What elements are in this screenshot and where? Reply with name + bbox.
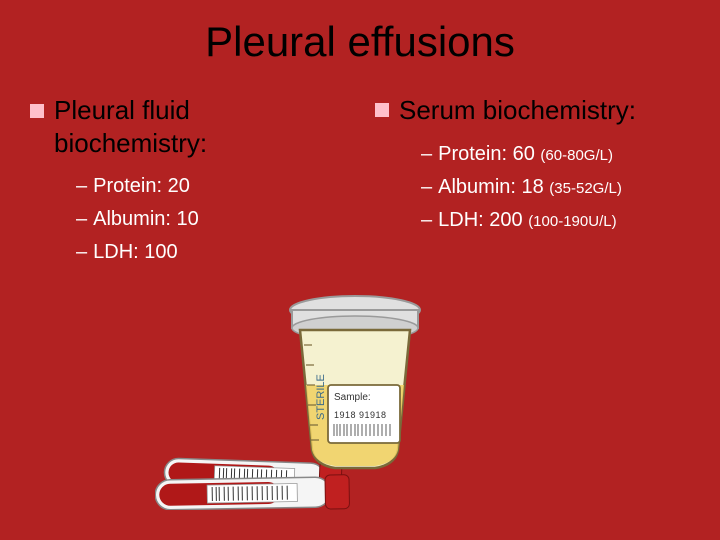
dash-icon: –: [76, 241, 87, 263]
item-reference: (100-190U/L): [528, 213, 616, 230]
item-label: LDH: 200: [438, 209, 528, 231]
square-bullet-icon: [30, 104, 44, 118]
left-column: Pleural fluid biochemistry: –Protein: 20…: [30, 94, 345, 272]
right-heading: Serum biochemistry:: [375, 94, 690, 127]
square-bullet-icon: [375, 103, 389, 117]
dash-icon: –: [421, 143, 432, 165]
cup-sample-text: Sample:: [334, 392, 371, 403]
left-heading-text: Pleural fluid biochemistry:: [54, 94, 345, 159]
slide-title: Pleural effusions: [30, 18, 690, 66]
item-label: Albumin: 18: [438, 176, 549, 198]
list-item: –Protein: 20: [76, 173, 345, 200]
slide: Pleural effusions Pleural fluid biochemi…: [0, 0, 720, 540]
list-item: –LDH: 100: [76, 239, 345, 266]
item-label: Protein: 60: [438, 143, 540, 165]
dash-icon: –: [76, 208, 87, 230]
right-sublist: –Protein: 60 (60-80G/L) –Albumin: 18 (35…: [375, 141, 690, 234]
list-item: –Albumin: 10: [76, 206, 345, 233]
right-heading-text: Serum biochemistry:: [399, 94, 636, 127]
right-column: Serum biochemistry: –Protein: 60 (60-80G…: [375, 94, 690, 272]
item-reference: (60-80G/L): [540, 147, 613, 164]
cup-sterile-text: STERILE: [315, 374, 327, 420]
dash-icon: –: [421, 209, 432, 231]
list-item: –LDH: 200 (100-190U/L): [421, 207, 690, 234]
list-item: –Protein: 60 (60-80G/L): [421, 141, 690, 168]
dash-icon: –: [76, 175, 87, 197]
dash-icon: –: [421, 176, 432, 198]
list-item: –Albumin: 18 (35-52G/L): [421, 174, 690, 201]
item-label: Albumin: 10: [93, 208, 199, 230]
item-label: Protein: 20: [93, 175, 190, 197]
cup-lot-text: 1918 91918: [334, 410, 387, 420]
left-sublist: –Protein: 20 –Albumin: 10 –LDH: 100: [30, 173, 345, 266]
item-label: LDH: 100: [93, 241, 178, 263]
columns-container: Pleural fluid biochemistry: –Protein: 20…: [30, 94, 690, 272]
left-heading: Pleural fluid biochemistry:: [30, 94, 345, 159]
lab-samples-icon: STERILE Sample: 1918 91918: [155, 290, 475, 510]
item-reference: (35-52G/L): [549, 180, 622, 197]
